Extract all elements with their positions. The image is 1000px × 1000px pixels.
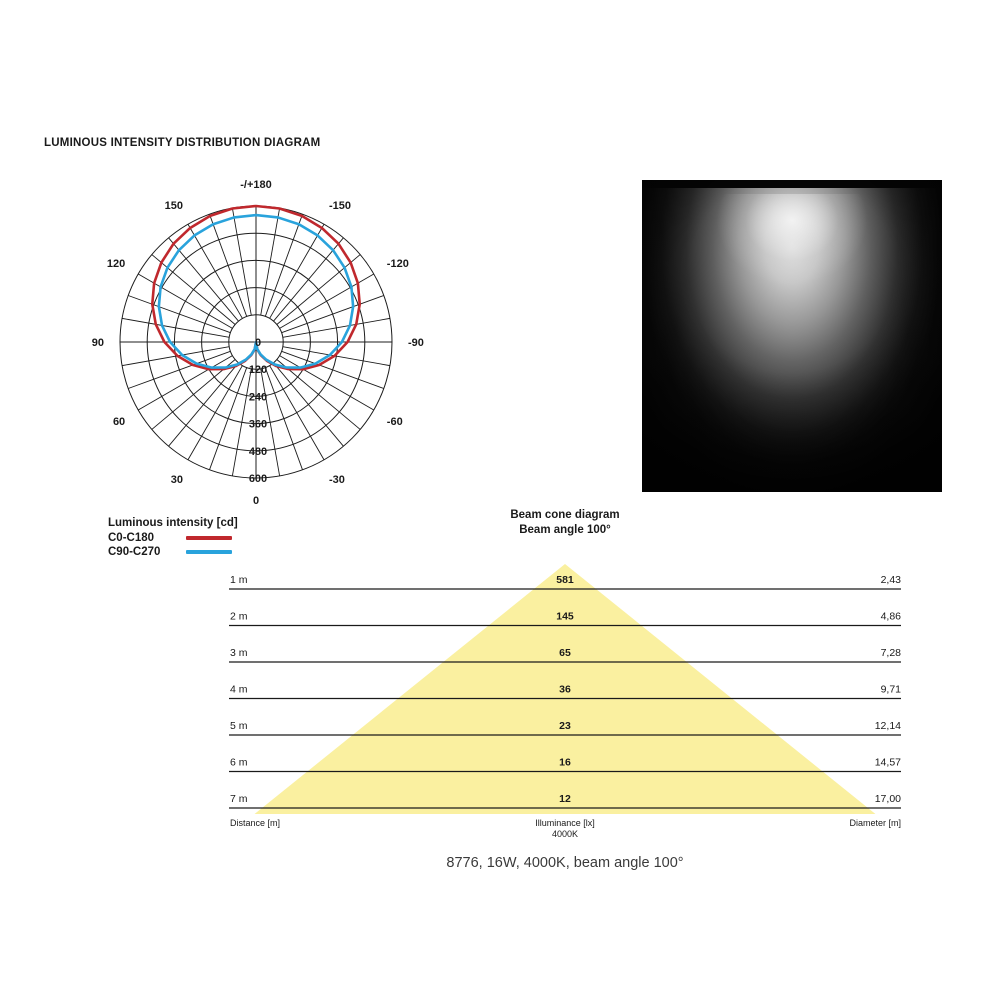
polar-angle-label: 150 — [165, 200, 183, 212]
beam-cone-values: 1 m 581 2,43 2 m 145 4,86 3 m 65 7,28 4 m 36 9,71 5 … — [230, 574, 901, 805]
beam-cone-svg: 1 m 581 2,43 2 m 145 4,86 3 m 65 7,28 4 m 36 9,71 5 … — [229, 564, 901, 839]
legend-label-c90-c270: C90-C270 — [108, 546, 161, 558]
beam-cone-distance: 7 m — [230, 793, 248, 805]
beam-cone-distance: 3 m — [230, 647, 248, 659]
legend-label-c0-c180: C0-C180 — [108, 532, 155, 544]
polar-angle-label: 60 — [113, 416, 125, 428]
beam-cone-illuminance: 145 — [556, 611, 574, 623]
beam-cone-illuminance: 23 — [559, 720, 571, 732]
beam-cone-diameter: 14,57 — [875, 757, 901, 769]
beam-photo — [642, 180, 942, 492]
beam-cone-illuminance: 36 — [559, 684, 571, 696]
beam-cone-distance: 2 m — [230, 611, 248, 623]
beam-cone-diameter: 9,71 — [881, 684, 902, 696]
beam-cone-illuminance: 65 — [559, 647, 571, 659]
polar-angle-label: -90 — [408, 337, 424, 349]
legend-swatch-c90-c270 — [186, 550, 232, 554]
beam-photo-vignette — [642, 180, 942, 492]
polar-angle-label: -150 — [329, 200, 351, 212]
beam-cone-distance: 6 m — [230, 757, 248, 769]
beam-cone-axis-illuminance: Illuminance [lx] — [535, 818, 595, 828]
beam-cone-illuminance: 581 — [556, 574, 574, 586]
polar-legend: Luminous intensity [cd] C0-C180 C90-C270 — [108, 516, 238, 559]
polar-ring-label: 360 — [249, 419, 267, 431]
polar-labels: -/+180 150 120 90 60 30 0 -30 -60 -90 -120 -150 0 120… — [92, 179, 424, 507]
beam-cone-diameter: 7,28 — [881, 647, 902, 659]
beam-cone-rules — [229, 588, 901, 809]
polar-diagram: -/+180 150 120 90 60 30 0 -30 -60 -90 -120 -150 0 120… — [60, 165, 460, 515]
polar-angle-label: -120 — [387, 258, 409, 270]
polar-angle-label: 0 — [253, 495, 259, 507]
polar-ring-label: 480 — [249, 446, 267, 458]
beam-cone-distance: 1 m — [230, 574, 248, 586]
beam-cone-heading-line1: Beam cone diagram — [510, 509, 620, 521]
legend-item-c90-c270: C90-C270 — [108, 545, 238, 559]
polar-ring-label: 600 — [249, 473, 267, 485]
beam-cone-diameter: 4,86 — [881, 611, 902, 623]
page-title: LUMINOUS INTENSITY DISTRIBUTION DIAGRAM — [44, 137, 321, 149]
polar-angle-label: -30 — [329, 474, 345, 486]
beam-cone-axis-cct: 4000K — [552, 829, 578, 839]
legend-swatch-c0-c180 — [186, 536, 232, 540]
polar-ring-label: 120 — [249, 364, 267, 376]
beam-cone-shape — [254, 564, 876, 814]
beam-cone-diagram: 1 m 581 2,43 2 m 145 4,86 3 m 65 7,28 4 m 36 9,71 5 … — [215, 555, 915, 855]
polar-curves — [150, 204, 362, 371]
polar-diagram-svg: -/+180 150 120 90 60 30 0 -30 -60 -90 -120 -150 0 120… — [92, 179, 424, 507]
beam-cone-axis-diameter: Diameter [m] — [849, 818, 901, 828]
beam-cone-axis-distance: Distance [m] — [230, 818, 280, 828]
beam-cone-heading-line2: Beam angle 100° — [519, 523, 611, 536]
beam-cone-illuminance: 12 — [559, 793, 571, 805]
legend-title: Luminous intensity [cd] — [108, 517, 238, 529]
beam-cone-diameter: 17,00 — [875, 793, 901, 805]
beam-cone-distance: 4 m — [230, 684, 248, 696]
product-caption: 8776, 16W, 4000K, beam angle 100° — [446, 855, 684, 871]
beam-cone-diameter: 12,14 — [875, 720, 901, 732]
beam-cone-diameter: 2,43 — [881, 574, 902, 586]
beam-cone-heading: Beam cone diagram Beam angle 100° — [465, 508, 665, 537]
polar-angle-label: 30 — [171, 474, 183, 486]
polar-angle-label: 90 — [92, 337, 104, 349]
legend-item-c0-c180: C0-C180 — [108, 531, 238, 545]
polar-angle-label: -60 — [387, 416, 403, 428]
beam-cone-distance: 5 m — [230, 720, 248, 732]
polar-ring-label: 0 — [255, 337, 261, 349]
beam-cone-axis-labels: Distance [m] Illuminance [lx]4000K Diamete… — [230, 818, 901, 839]
polar-angle-label: -/+180 — [240, 179, 272, 191]
polar-angle-label: 120 — [107, 258, 125, 270]
polar-ring-label: 240 — [249, 391, 267, 403]
beam-cone-illuminance: 16 — [559, 757, 571, 769]
